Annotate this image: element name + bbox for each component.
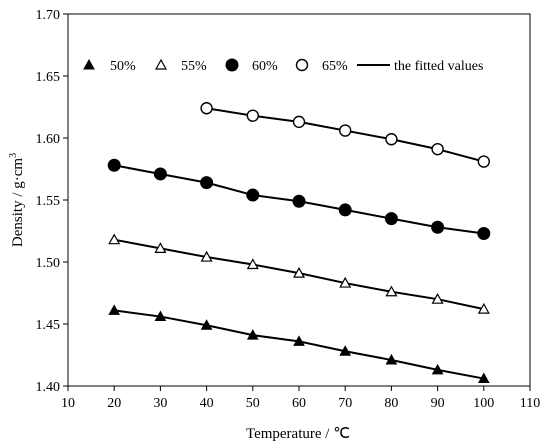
- legend-label-50: 50%: [110, 59, 136, 74]
- point-s0-0: [108, 304, 121, 315]
- x-tick-label-5: 60: [292, 396, 306, 411]
- point-s2-3: [246, 188, 260, 202]
- legend-label-fitted: the fitted values: [394, 59, 483, 74]
- legend-item-65: 65%: [295, 58, 348, 74]
- y-tick-label-0: 1.40: [36, 380, 61, 395]
- legend-label-55: 55%: [181, 59, 207, 74]
- point-s1-5: [339, 276, 352, 288]
- legend: 50% 55% 60% 65% the fitted values: [83, 58, 483, 74]
- legend-item-55: 55%: [154, 58, 207, 74]
- legend-label-60: 60%: [252, 59, 278, 74]
- legend-marker-60: [225, 58, 239, 72]
- x-tick-label-0: 10: [61, 396, 75, 411]
- point-s3-4: [385, 133, 398, 146]
- point-s1-2: [200, 250, 213, 262]
- x-tick-label-1: 20: [107, 396, 121, 411]
- point-s1-1: [154, 242, 167, 253]
- x-axis-label: Temperature / ℃: [246, 426, 350, 442]
- point-s2-0: [107, 158, 121, 172]
- point-s0-1: [154, 310, 167, 322]
- data-points: [107, 102, 491, 384]
- point-s3-1: [246, 109, 260, 122]
- point-s1-6: [385, 285, 398, 297]
- y-tick-label-2: 1.50: [36, 256, 61, 271]
- point-s3-5: [431, 142, 444, 156]
- point-s0-8: [477, 372, 490, 384]
- point-s3-0: [200, 102, 213, 115]
- y-tick-label-5: 1.65: [36, 70, 61, 85]
- y-axis-label-superscript: 3: [8, 153, 19, 158]
- x-tick-label-8: 90: [431, 396, 445, 411]
- legend-item-fitted: the fitted values: [357, 59, 483, 74]
- point-s2-4: [292, 194, 306, 208]
- point-s3-6: [477, 155, 490, 168]
- y-tick-label-6: 1.70: [36, 8, 61, 23]
- legend-marker-50: [83, 58, 95, 70]
- x-tick-label-2: 30: [153, 396, 167, 411]
- point-s0-4: [293, 335, 305, 346]
- point-s2-5: [338, 203, 352, 217]
- legend-label-65: 65%: [322, 59, 348, 74]
- point-s1-0: [108, 233, 121, 245]
- y-tick-label-3: 1.55: [36, 194, 61, 209]
- point-s3-2: [292, 115, 306, 129]
- legend-item-60: 60%: [225, 58, 278, 74]
- point-s2-6: [384, 212, 398, 226]
- y-tick-label-1: 1.45: [36, 318, 61, 333]
- point-s0-2: [200, 319, 213, 330]
- point-s3-3: [339, 124, 352, 137]
- y-tick-label-4: 1.60: [36, 132, 61, 147]
- point-s1-4: [292, 266, 306, 278]
- x-tick-label-9: 100: [473, 396, 494, 411]
- legend-marker-65: [295, 58, 309, 72]
- x-tick-label-6: 70: [338, 396, 352, 411]
- x-tick-label-4: 50: [246, 396, 260, 411]
- point-s2-2: [200, 176, 214, 190]
- y-axis-label-main: Density / g·cm: [10, 158, 26, 247]
- point-s2-8: [477, 226, 491, 240]
- chart-axes: 10 20 30 40 50 60 70 80 90 100 110 1.40 1.45 1.50 1.55…: [36, 8, 541, 411]
- point-s1-7: [431, 292, 444, 304]
- point-s2-7: [431, 220, 445, 234]
- legend-item-50: 50%: [83, 58, 136, 74]
- x-tick-label-7: 80: [384, 396, 398, 411]
- point-s1-8: [477, 302, 490, 314]
- point-s0-7: [431, 363, 444, 375]
- legend-marker-55: [154, 58, 168, 70]
- y-axis-label: Density / g·cm3: [8, 153, 26, 247]
- x-tick-label-3: 40: [200, 396, 214, 411]
- point-s0-6: [385, 353, 398, 365]
- point-s0-3: [246, 329, 259, 340]
- point-s0-5: [339, 345, 352, 356]
- point-s1-3: [246, 258, 259, 270]
- x-tick-label-10: 110: [520, 396, 540, 411]
- point-s2-1: [153, 167, 167, 181]
